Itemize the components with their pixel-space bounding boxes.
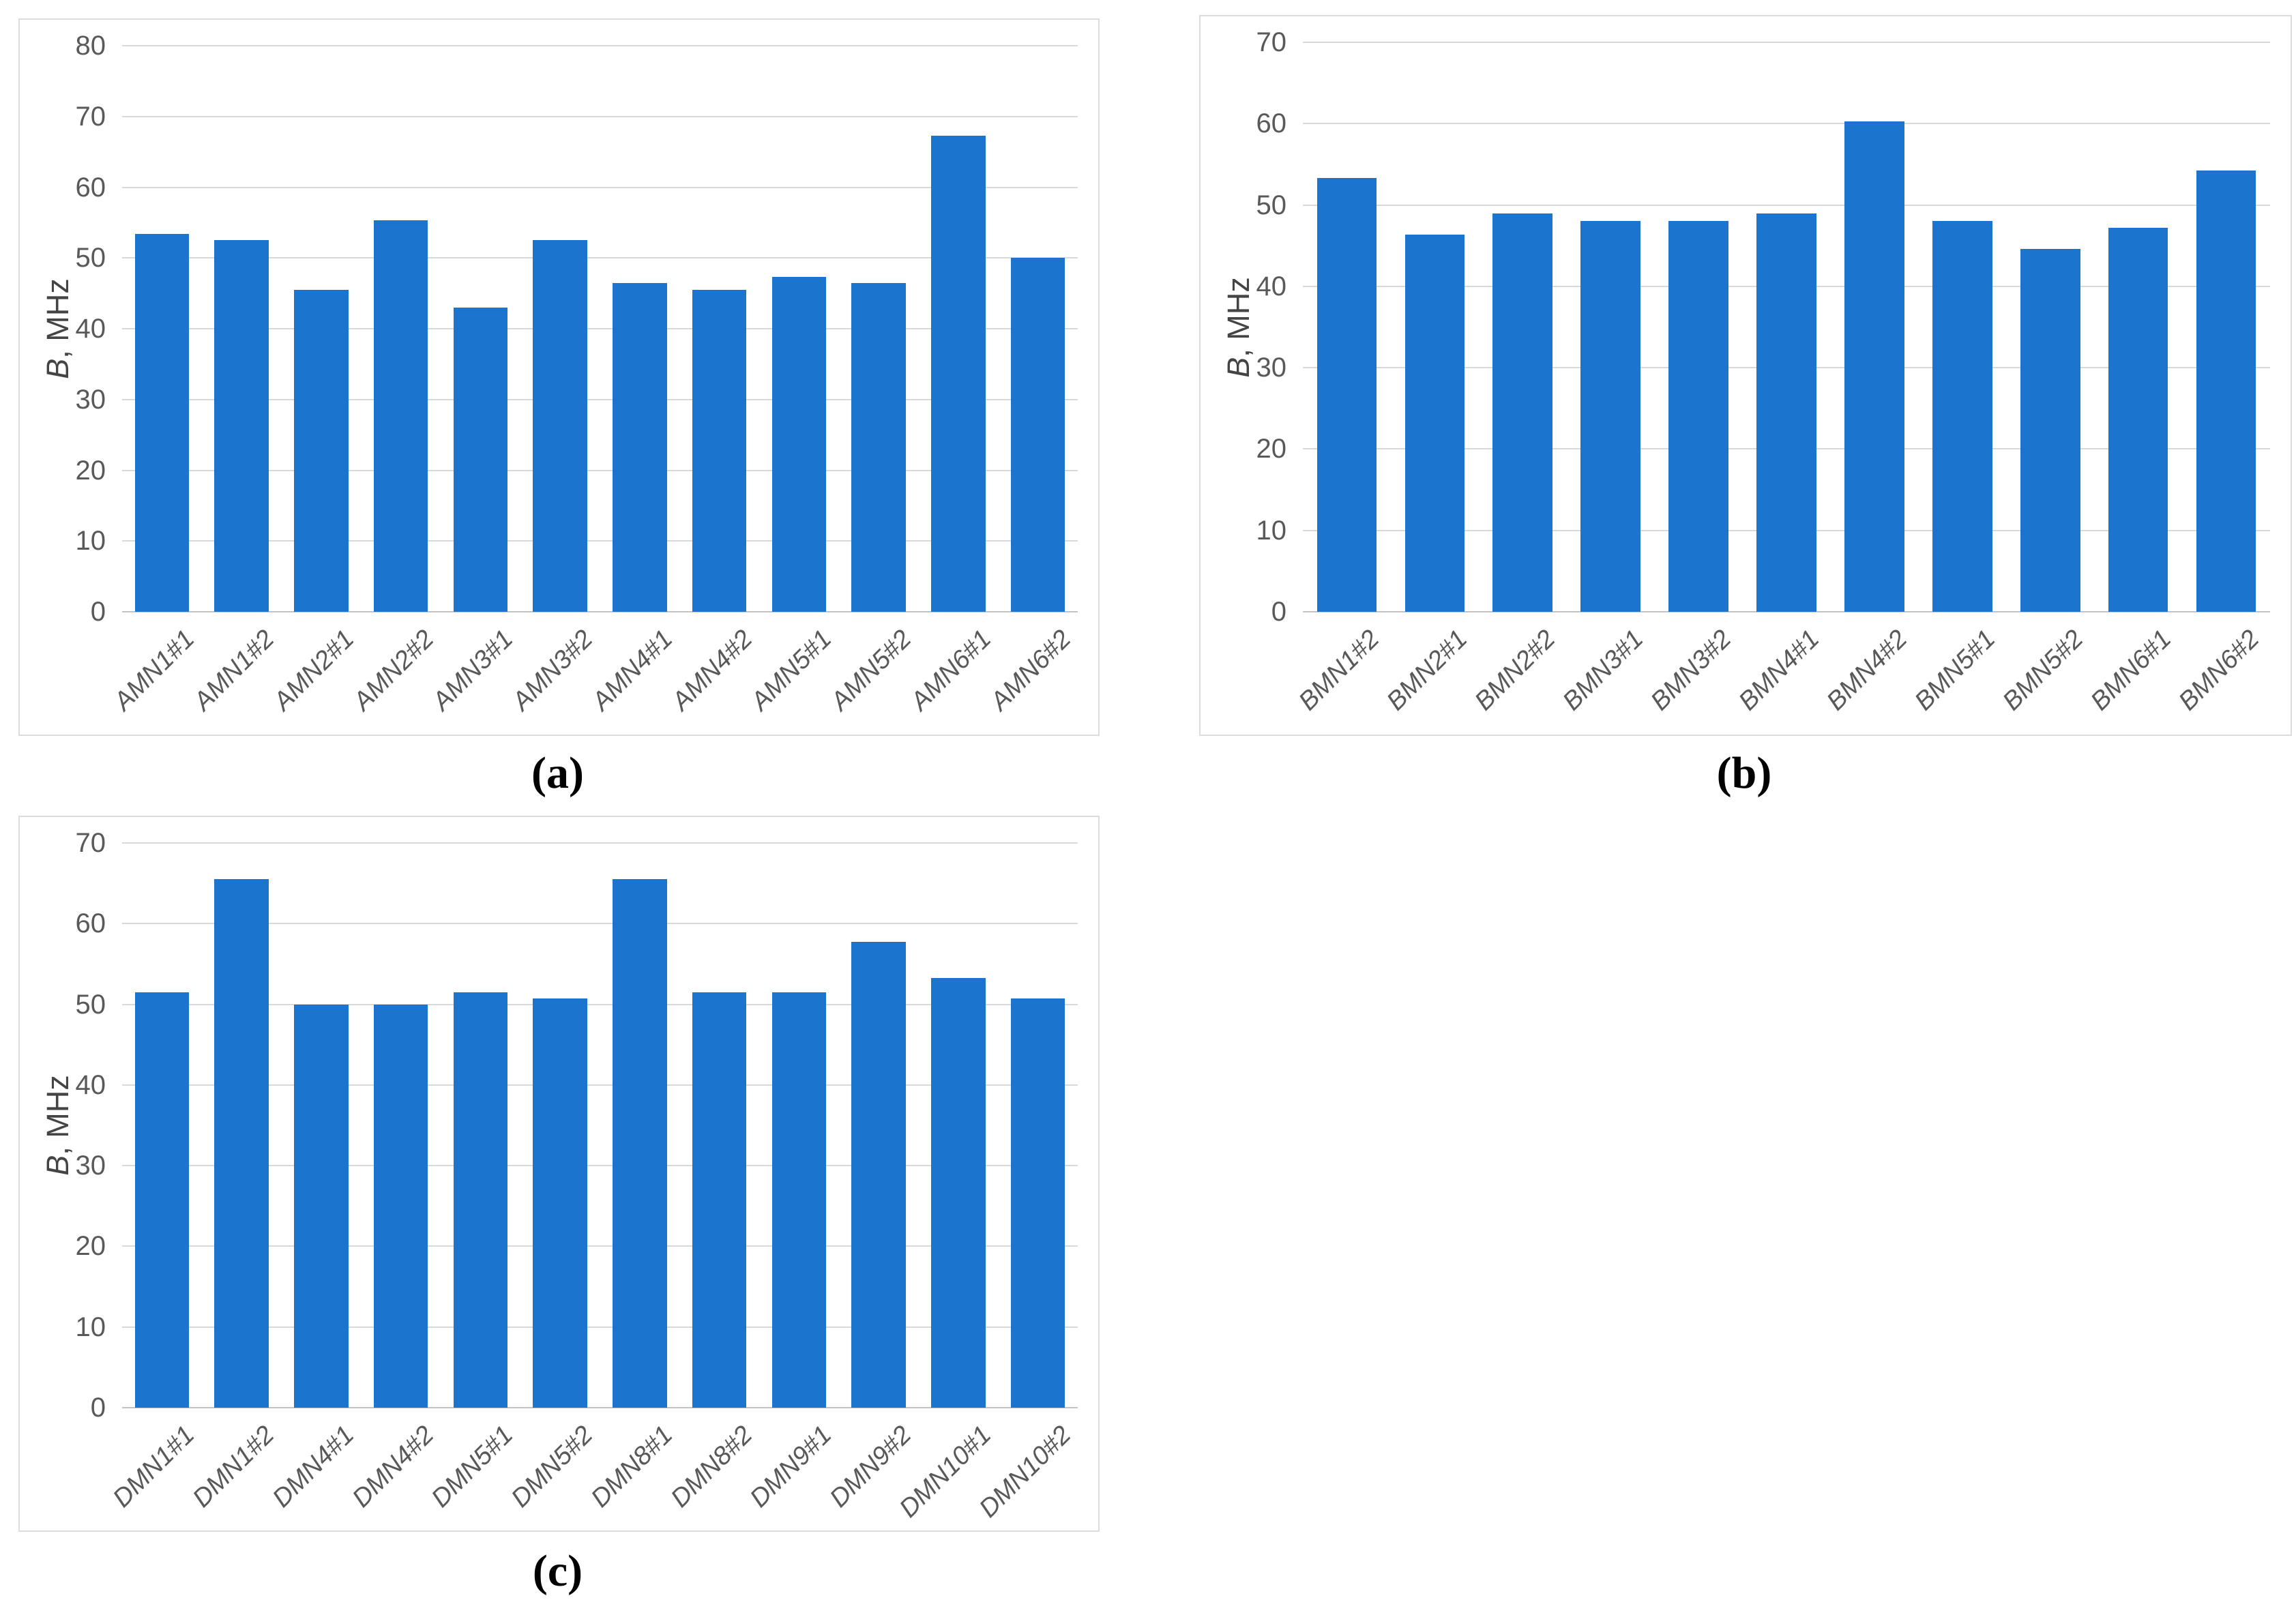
gridline-30 bbox=[122, 398, 1078, 400]
bar-amn2-2 bbox=[373, 220, 428, 612]
bar-bmn2-1 bbox=[1404, 234, 1465, 612]
y-tick-label: 60 bbox=[1256, 108, 1287, 139]
gridline-80 bbox=[122, 45, 1078, 46]
bar-amn4-2 bbox=[692, 289, 747, 612]
bar-dmn1-1 bbox=[134, 992, 190, 1408]
y-tick-label: 20 bbox=[1256, 434, 1287, 464]
y-tick-label: 10 bbox=[1256, 515, 1287, 546]
bar-dmn1-2 bbox=[214, 879, 269, 1408]
gridline-20 bbox=[122, 469, 1078, 471]
bar-bmn5-1 bbox=[1932, 221, 1992, 612]
bar-bmn4-2 bbox=[1844, 121, 1904, 612]
bar-bmn1-2 bbox=[1316, 178, 1377, 612]
gridline-50 bbox=[122, 1003, 1078, 1005]
bar-bmn5-2 bbox=[2020, 248, 2080, 612]
gridline-0 bbox=[122, 1407, 1078, 1408]
y-tick-label: 30 bbox=[75, 384, 106, 415]
y-tick-label: 40 bbox=[75, 1069, 106, 1100]
caption-b: (b) bbox=[1716, 748, 1772, 798]
chart-panel-a: 0 10 20 30 40 50 60 70 80 B, MHz AMN1#1 AMN1#2 AMN2#… bbox=[18, 18, 1100, 736]
bar-amn6-1 bbox=[931, 135, 986, 612]
y-tick-label: 60 bbox=[75, 908, 106, 939]
y-tick-label: 40 bbox=[75, 314, 106, 344]
gridline-50 bbox=[1303, 204, 2270, 206]
gridline-20 bbox=[122, 1245, 1078, 1247]
bar-amn6-2 bbox=[1010, 258, 1065, 612]
bar-dmn5-1 bbox=[453, 992, 508, 1408]
y-tick-label: 40 bbox=[1256, 271, 1287, 301]
y-tick-label: 50 bbox=[75, 243, 106, 273]
y-tick-label: 50 bbox=[75, 989, 106, 1020]
y-axis-title-unit: , MHz bbox=[40, 1075, 75, 1155]
y-tick-label: 10 bbox=[75, 526, 106, 557]
y-tick-label: 0 bbox=[1271, 597, 1286, 627]
chart-panel-b: 0 10 20 30 40 50 60 70 B, MHz BMN1#2 BMN2#1 BMN2#2 B… bbox=[1199, 15, 2292, 736]
gridline-40 bbox=[122, 1084, 1078, 1086]
gridline-0 bbox=[122, 611, 1078, 612]
gridline-70 bbox=[122, 115, 1078, 117]
y-axis-title-symbol: B bbox=[40, 358, 75, 379]
y-axis-title: B, MHz bbox=[40, 278, 76, 379]
bar-bmn3-2 bbox=[1668, 221, 1728, 612]
bar-bmn2-2 bbox=[1492, 213, 1553, 612]
bar-amn1-1 bbox=[134, 233, 190, 612]
y-axis-title-symbol: B bbox=[1221, 357, 1256, 378]
gridline-40 bbox=[122, 328, 1078, 329]
y-axis-title-unit: , MHz bbox=[1221, 276, 1256, 357]
y-tick-label: 50 bbox=[1256, 190, 1287, 220]
y-tick-label: 70 bbox=[1256, 27, 1287, 57]
gridline-70 bbox=[122, 842, 1078, 844]
gridline-60 bbox=[122, 186, 1078, 188]
gridline-50 bbox=[122, 257, 1078, 259]
y-tick-label: 80 bbox=[75, 31, 106, 61]
bar-dmn4-2 bbox=[373, 1004, 428, 1408]
y-tick-label: 0 bbox=[90, 1393, 106, 1423]
bar-dmn9-2 bbox=[851, 942, 906, 1408]
bar-dmn10-2 bbox=[1010, 998, 1065, 1408]
bar-dmn10-1 bbox=[931, 977, 986, 1408]
bar-dmn4-1 bbox=[294, 1004, 349, 1408]
gridline-0 bbox=[1303, 611, 2270, 612]
y-tick-label: 20 bbox=[75, 1231, 106, 1262]
gridline-10 bbox=[122, 1326, 1078, 1328]
y-axis-title: B, MHz bbox=[40, 1075, 76, 1176]
bar-dmn5-2 bbox=[533, 998, 587, 1408]
bar-bmn3-1 bbox=[1580, 221, 1640, 612]
y-tick-label: 30 bbox=[75, 1151, 106, 1181]
gridline-60 bbox=[1303, 123, 2270, 125]
caption-a: (a) bbox=[531, 748, 584, 798]
bar-dmn8-2 bbox=[692, 992, 747, 1408]
y-tick-label: 20 bbox=[75, 455, 106, 486]
y-axis-title: B, MHz bbox=[1221, 277, 1256, 378]
y-tick-label: 0 bbox=[90, 597, 106, 627]
y-axis-title-symbol: B bbox=[40, 1155, 75, 1176]
gridline-70 bbox=[1303, 42, 2270, 43]
bar-amn3-1 bbox=[453, 307, 508, 612]
bar-amn1-2 bbox=[214, 240, 269, 612]
y-tick-label: 30 bbox=[1256, 353, 1287, 383]
bar-dmn8-1 bbox=[613, 879, 667, 1408]
chart-panel-c: 0 10 20 30 40 50 60 70 B, MHz DMN1#1 DMN1#2 DMN4#1 D… bbox=[18, 816, 1100, 1532]
bar-amn5-2 bbox=[851, 282, 906, 612]
gridline-30 bbox=[122, 1165, 1078, 1167]
bar-amn5-1 bbox=[771, 277, 827, 612]
bar-amn4-1 bbox=[613, 282, 667, 612]
bar-bmn6-1 bbox=[2108, 227, 2168, 612]
gridline-60 bbox=[122, 923, 1078, 925]
bar-dmn9-1 bbox=[771, 992, 827, 1408]
y-axis-title-unit: , MHz bbox=[40, 278, 75, 359]
caption-c: (c) bbox=[532, 1546, 583, 1596]
bar-amn2-1 bbox=[294, 289, 349, 612]
y-tick-label: 10 bbox=[75, 1312, 106, 1342]
bar-bmn4-1 bbox=[1756, 213, 1816, 612]
y-tick-label: 70 bbox=[75, 828, 106, 858]
y-tick-label: 70 bbox=[75, 101, 106, 132]
gridline-10 bbox=[122, 540, 1078, 542]
y-tick-label: 60 bbox=[75, 172, 106, 203]
bar-bmn6-2 bbox=[2196, 171, 2256, 612]
bar-amn3-2 bbox=[533, 240, 587, 612]
